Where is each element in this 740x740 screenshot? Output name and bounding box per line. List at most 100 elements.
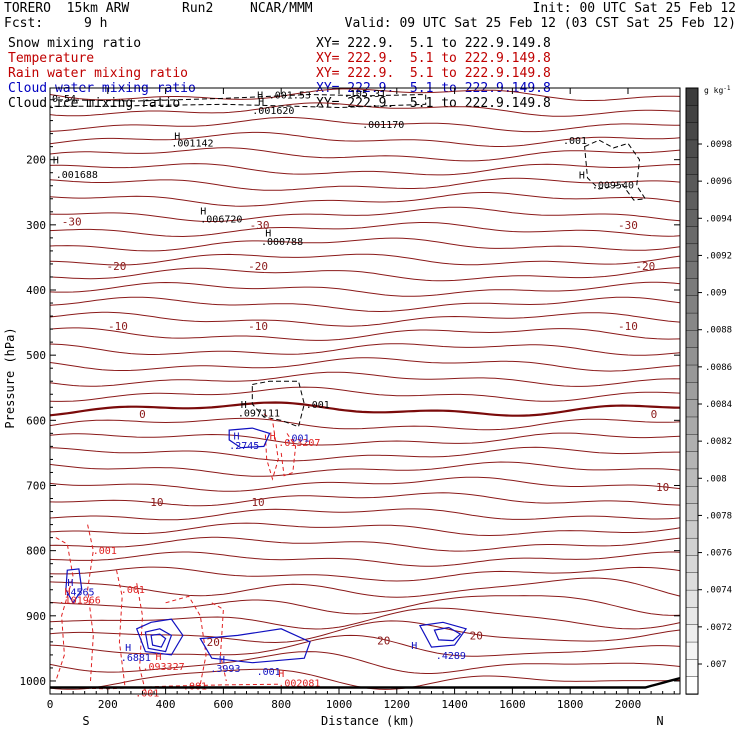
high-marker: H — [200, 207, 206, 218]
colorbar-band — [685, 451, 699, 470]
endpoint-label-left: S — [82, 714, 89, 728]
x-tick-label: 1400 — [441, 698, 468, 711]
colorbar-band — [685, 382, 699, 401]
colorbar-tick-label: .0092 — [705, 251, 732, 261]
cloud-water-contour — [199, 628, 311, 664]
maximum-value-label: .101966 — [59, 596, 101, 607]
colorbar-band — [685, 659, 699, 678]
x-tick-label: 1600 — [499, 698, 526, 711]
colorbar-band — [685, 416, 699, 435]
colorbar-tick-label: .0096 — [705, 177, 732, 187]
maximum-value-label: .001 — [257, 667, 281, 678]
colorbar-band — [685, 520, 699, 539]
rain-contour — [280, 433, 297, 477]
model-title: TORERO 15km ARW — [4, 1, 130, 16]
isotherm-line — [49, 357, 681, 372]
colorbar-tick-label: .0078 — [705, 511, 732, 521]
isotherm-line — [49, 131, 681, 147]
colorbar-band — [685, 174, 699, 193]
isotherm-line — [49, 566, 681, 582]
colorbar: .0098 .0096 .0094 .0092 .009 .0088 .0086 .0084.… — [685, 87, 732, 695]
isotherm-line — [49, 267, 681, 282]
temperature-label: -10 — [108, 320, 128, 333]
fcst-label: Fcst: — [4, 16, 44, 31]
isotherm-line — [49, 343, 681, 356]
colorbar-band — [685, 434, 699, 453]
colorbar-tick-label: .0088 — [705, 326, 732, 336]
x-tick-label: 400 — [156, 698, 176, 711]
isotherm-line — [49, 281, 681, 297]
x-tick-label: 1000 — [326, 698, 353, 711]
maximum-value-label: .009540 — [592, 180, 634, 191]
colorbar-border — [685, 87, 699, 695]
temperature-label: 10 — [150, 496, 163, 509]
rain-contour — [116, 570, 126, 688]
x-axis-title: Distance (km) — [321, 714, 415, 728]
temperature-label: -10 — [248, 320, 268, 333]
isotherm-line — [49, 253, 681, 266]
maximum-value-label: .001688 — [56, 170, 98, 181]
maximum-value-label: .001170 — [362, 120, 404, 131]
high-marker: H — [53, 156, 59, 167]
rain-contour — [87, 524, 94, 682]
isotherm-line — [49, 577, 681, 598]
cloud-water-contours — [65, 427, 468, 664]
cloud-water-contour — [150, 633, 167, 648]
isotherm-line — [49, 401, 681, 417]
org-label: NCAR/MMM — [250, 1, 313, 16]
x-tick-label: 0 — [47, 698, 54, 711]
colorbar-band — [685, 399, 699, 418]
colorbar-tick-label: .0086 — [705, 363, 732, 373]
temperature-label: 10 — [656, 481, 669, 494]
colorbar-tick-label: .0074 — [705, 586, 732, 596]
colorbar-band — [685, 503, 699, 522]
top-value-label: .001.53 — [269, 91, 311, 102]
maximum-value-label: .2745 — [229, 441, 259, 452]
temperature-label: 20 — [377, 635, 390, 648]
colorbar-tick-label: .0098 — [705, 140, 732, 150]
isotherm-line — [49, 536, 681, 552]
temperature-label: -20 — [635, 260, 655, 273]
rain-contour — [165, 595, 207, 685]
colorbar-band — [685, 226, 699, 245]
colorbar-band — [685, 122, 699, 141]
valid-time: Valid: 09 UTC Sat 25 Feb 12 (03 CST Sat … — [344, 16, 736, 31]
terrain-line — [50, 676, 681, 689]
run-label: Run2 — [182, 1, 214, 16]
temperature-label: 10 — [251, 496, 264, 509]
high-marker: H — [258, 97, 264, 108]
top-value-label: .105.31 — [344, 89, 386, 100]
y-tick-label: 600 — [26, 414, 46, 427]
colorbar-band — [685, 555, 699, 574]
init-time: Init: 00 UTC Sat 25 Feb 12 — [532, 1, 737, 16]
temperature-label: -20 — [107, 260, 127, 273]
isotherm-line — [49, 206, 681, 222]
maximum-value-label: .3993 — [210, 664, 240, 675]
maximum-value-label: .001142 — [171, 139, 213, 150]
maximum-value-label: .001620 — [252, 106, 294, 117]
x-tick-label: 200 — [98, 698, 118, 711]
cloud-water-contour — [433, 626, 462, 642]
maximum-value-label: .093327 — [142, 662, 184, 673]
isotherm-line — [49, 327, 681, 341]
high-marker: H — [219, 655, 225, 666]
endpoint-label-right: N — [656, 714, 663, 728]
temperature-contours — [49, 88, 681, 690]
cloud-water-contour — [65, 568, 83, 604]
colorbar-tick-label: .0072 — [705, 623, 732, 633]
isotherm-line — [49, 417, 681, 431]
x-tick-label: 600 — [213, 698, 233, 711]
colorbar-tick-label: .008 — [705, 474, 727, 484]
isotherm-line — [49, 432, 681, 446]
isotherm-line — [49, 607, 681, 630]
maximum-value-label: .001 — [121, 585, 145, 596]
fcst-value: 9 h — [84, 16, 108, 31]
colorbar-band — [685, 607, 699, 626]
colorbar-tick-label: .0094 — [705, 214, 732, 224]
colorbar-band — [685, 87, 699, 107]
maximum-value-label: .4565 — [64, 588, 94, 599]
colorbar-band — [685, 330, 699, 349]
isotherm-line — [49, 634, 681, 657]
rain-contour — [55, 537, 74, 682]
